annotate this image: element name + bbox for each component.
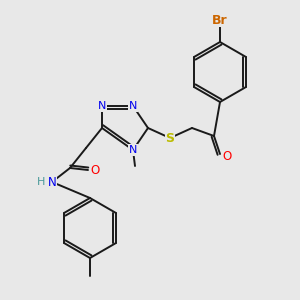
Text: H: H: [37, 177, 45, 187]
Text: O: O: [90, 164, 100, 176]
Text: N: N: [98, 101, 106, 111]
Text: N: N: [129, 101, 137, 111]
Text: Br: Br: [212, 14, 228, 26]
Text: O: O: [222, 151, 232, 164]
Text: N: N: [48, 176, 56, 188]
Text: S: S: [166, 131, 175, 145]
Text: N: N: [129, 145, 137, 155]
